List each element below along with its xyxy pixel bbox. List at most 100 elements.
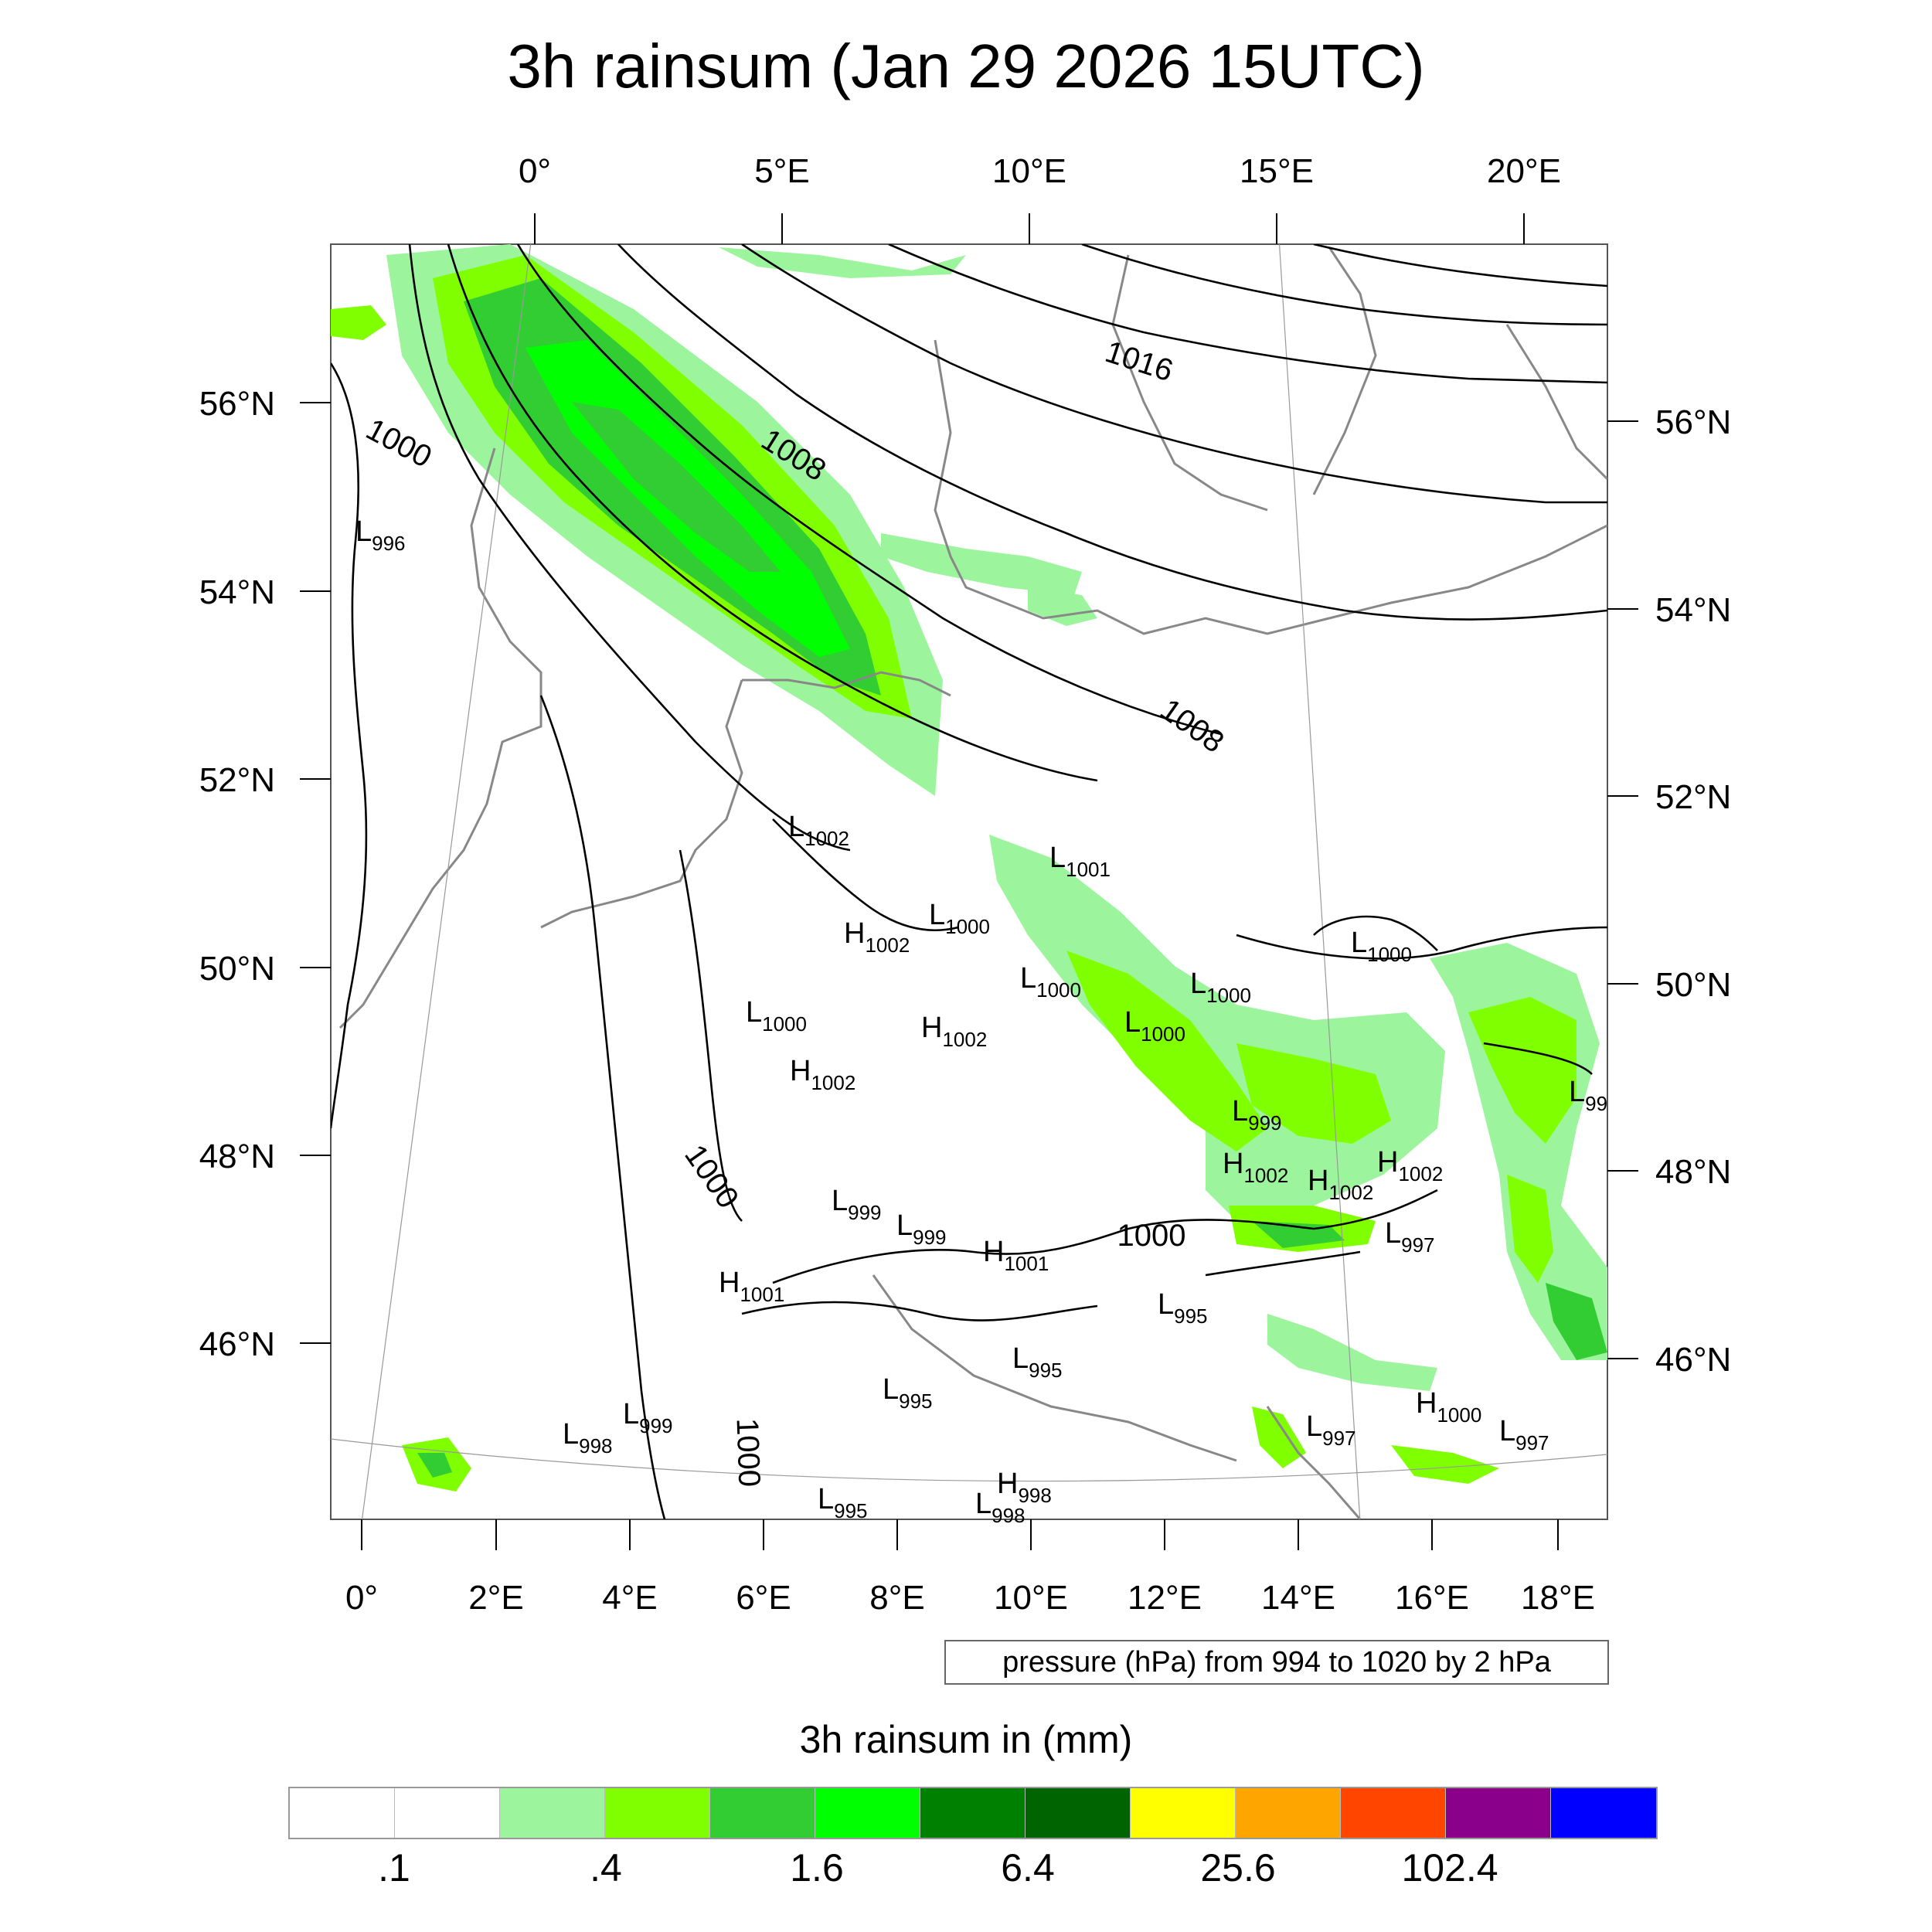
tick-label: 6°E	[736, 1579, 791, 1617]
legend-title: 3h rainsum in (mm)	[799, 1718, 1133, 1761]
colorbar-swatch	[815, 1788, 920, 1838]
pressure-center-label: L999	[1232, 1095, 1282, 1134]
pressure-center-label: L1000	[1020, 962, 1081, 1002]
pressure-center-label: L995	[883, 1373, 933, 1413]
pressure-center-label: L997	[1306, 1410, 1356, 1450]
top-axis-labels: 0° 5°E 10°E 15°E 20°E	[519, 152, 1561, 190]
pressure-center-label: L1001	[1049, 842, 1111, 881]
colorbar-swatch	[500, 1788, 605, 1838]
pressure-center-label: H1002	[1308, 1165, 1373, 1204]
contour-info-box: pressure (hPa) from 994 to 1020 by 2 hPa	[944, 1640, 1609, 1685]
pressure-center-label: L995	[1158, 1288, 1208, 1328]
colorbar-tick-label: 102.4	[1401, 1846, 1498, 1889]
colorbar-swatch	[395, 1788, 500, 1838]
colorbar-swatch	[1341, 1788, 1446, 1838]
pressure-center-label: L995	[818, 1483, 868, 1522]
tick-label: 46°N	[199, 1325, 275, 1363]
pressure-center-label: L996	[355, 515, 406, 555]
tick-label: 10°E	[992, 152, 1066, 190]
rain-band-central-europe	[989, 835, 1445, 1252]
tick-label: 15°E	[1240, 152, 1314, 190]
bottom-axis-labels: 0° 2°E 4°E 6°E 8°E 10°E 12°E 14°E 16°E 1…	[345, 1579, 1595, 1617]
graticule	[331, 244, 1607, 1519]
colorbar-tick-label: 1.6	[790, 1846, 844, 1889]
colorbar-swatch	[1551, 1788, 1656, 1838]
isobar-label: 1000	[730, 1417, 766, 1487]
colorbar-swatch	[1131, 1788, 1236, 1838]
pressure-centers: L996 L1002 L1001 H1002 L1000 L1000 L1000…	[355, 515, 1607, 1527]
colorbar-swatch	[710, 1788, 815, 1838]
colorbar-tick-label: 25.6	[1200, 1846, 1276, 1889]
colorbar-swatch	[290, 1788, 395, 1838]
rain-patch-westuk	[331, 305, 386, 340]
tick-label: 16°E	[1395, 1579, 1469, 1617]
tick-label: 48°N	[199, 1138, 275, 1175]
tick-label: 10°E	[994, 1579, 1068, 1617]
pressure-center-label: H1002	[844, 917, 910, 957]
pressure-center-label: L1000	[746, 996, 807, 1036]
colorbar-swatch	[1446, 1788, 1551, 1838]
pressure-center-label: L998	[563, 1418, 613, 1458]
pressure-center-label: L999	[896, 1209, 947, 1249]
tick-label: 5°E	[754, 152, 809, 190]
colorbar-swatch	[1026, 1788, 1131, 1838]
pressure-center-label: L997	[1385, 1217, 1435, 1257]
rain-band-east	[1430, 943, 1607, 1360]
pressure-center-label: L995	[1012, 1342, 1063, 1382]
tick-label: 50°N	[199, 950, 275, 988]
colorbar-swatch	[1236, 1788, 1341, 1838]
pressure-center-label: L997	[1499, 1415, 1549, 1454]
pressure-center-label: H1002	[921, 1012, 987, 1051]
pressure-center-label: L99	[1569, 1076, 1607, 1115]
tick-label: 20°E	[1487, 152, 1561, 190]
tick-label: 48°N	[1655, 1153, 1731, 1191]
pressure-center-label: L999	[623, 1398, 673, 1437]
pressure-center-label: L999	[832, 1185, 882, 1224]
colorbar	[288, 1787, 1658, 1839]
tick-label: 56°N	[1655, 403, 1731, 441]
pressure-center-label: L1000	[929, 899, 990, 938]
isobars	[331, 244, 1607, 1519]
tick-label: 54°N	[1655, 591, 1731, 629]
tick-label: 56°N	[199, 385, 275, 423]
pressure-center-label: H1000	[1416, 1387, 1481, 1427]
tick-label: 54°N	[199, 573, 275, 611]
right-axis-labels: 56°N 54°N 52°N 50°N 48°N 46°N	[1655, 403, 1731, 1379]
pressure-center-label: L998	[975, 1488, 1026, 1527]
colorbar-ticks: .1 .4 1.6 6.4 25.6 102.4	[0, 1845, 1932, 1892]
axis-ticks	[300, 213, 1638, 1550]
pressure-center-label: H1001	[719, 1267, 784, 1306]
left-axis-labels: 56°N 54°N 52°N 50°N 48°N 46°N	[199, 385, 275, 1363]
pressure-center-label: L1002	[788, 811, 849, 850]
map-title: 3h rainsum (Jan 29 2026 15UTC)	[507, 32, 1425, 100]
pressure-center-label: L1000	[1190, 968, 1251, 1007]
pressure-center-label: H1002	[1223, 1148, 1288, 1187]
tick-label: 14°E	[1261, 1579, 1335, 1617]
colorbar-tick-label: .4	[590, 1846, 622, 1889]
tick-label: 52°N	[199, 761, 275, 799]
rain-patch-baltic	[719, 247, 1097, 626]
rain-band-northsea	[386, 244, 943, 796]
tick-label: 4°E	[602, 1579, 657, 1617]
tick-label: 52°N	[1655, 778, 1731, 816]
tick-label: 50°N	[1655, 966, 1731, 1004]
tick-label: 46°N	[1655, 1341, 1731, 1379]
colorbar-tick-label: .1	[378, 1846, 410, 1889]
tick-label: 0°	[345, 1579, 378, 1617]
tick-label: 2°E	[468, 1579, 523, 1617]
pressure-center-label: H998	[997, 1468, 1052, 1507]
tick-label: 0°	[519, 152, 551, 190]
pressure-center-label: L1000	[1124, 1006, 1185, 1046]
pressure-center-label: H1002	[1377, 1146, 1443, 1185]
pressure-center-label: H1001	[983, 1236, 1049, 1275]
colorbar-tick-label: 6.4	[1001, 1846, 1055, 1889]
pressure-center-label: H1002	[790, 1055, 855, 1094]
colorbar-swatch	[920, 1788, 1026, 1838]
colorbar-swatch	[605, 1788, 710, 1838]
pressure-center-label: L1000	[1351, 927, 1412, 966]
isobar-label: 1000	[1117, 1219, 1186, 1253]
tick-label: 8°E	[869, 1579, 924, 1617]
tick-label: 18°E	[1521, 1579, 1595, 1617]
tick-label: 12°E	[1128, 1579, 1202, 1617]
